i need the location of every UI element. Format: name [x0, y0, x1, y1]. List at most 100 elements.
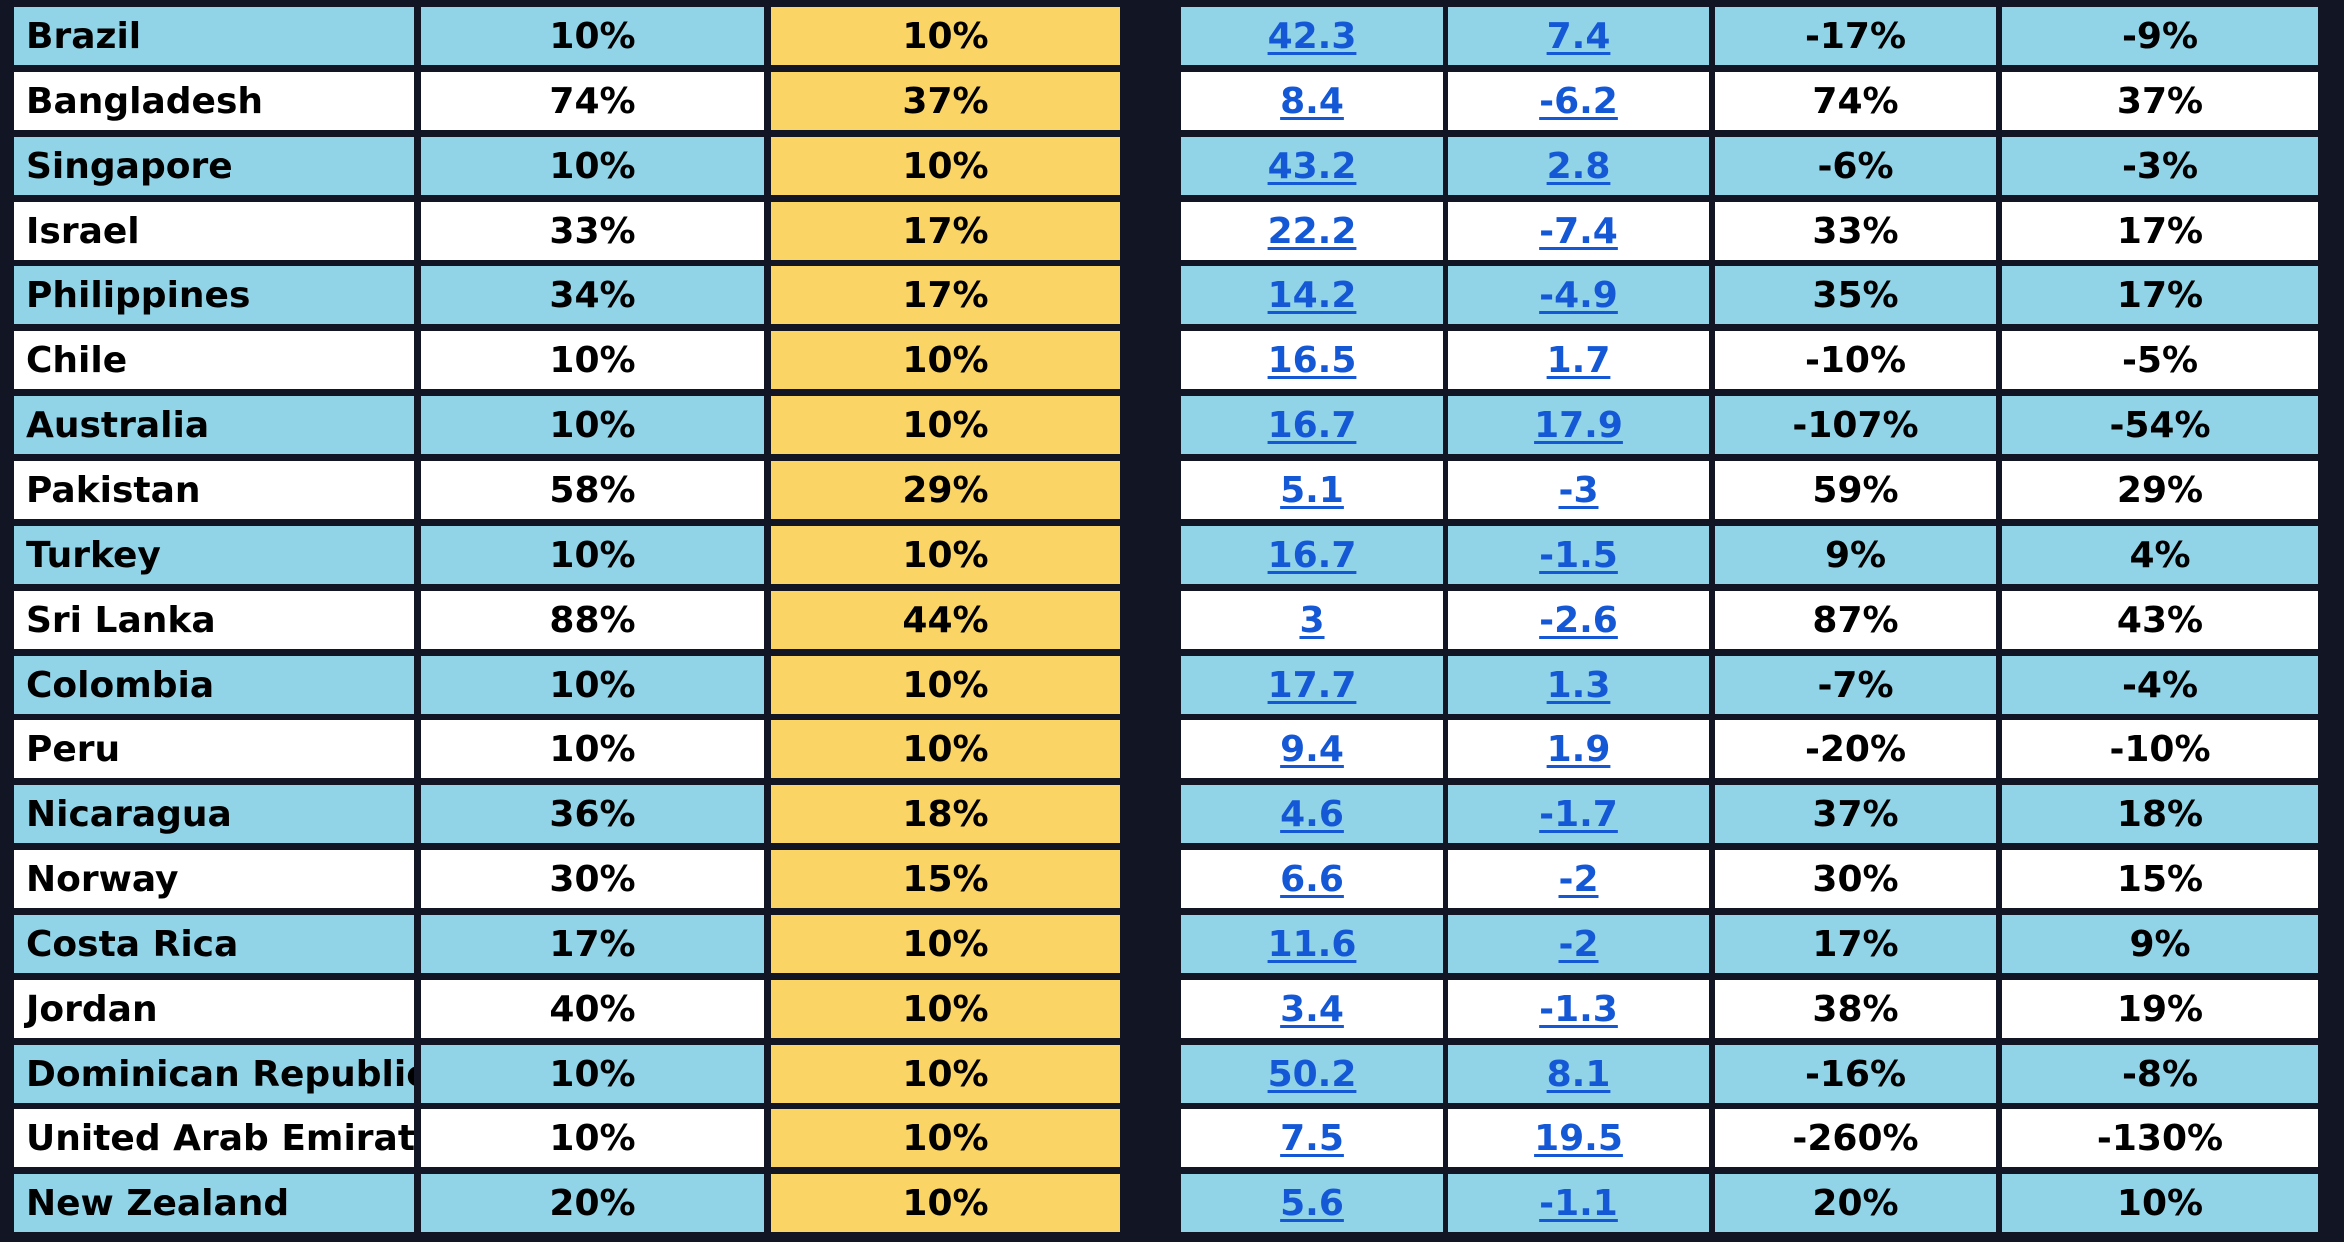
value-link[interactable]: 43.2: [1267, 145, 1357, 187]
value-cell-2: 10%: [771, 980, 1120, 1038]
value-text: 15%: [902, 858, 989, 900]
value-link[interactable]: 4.6: [1280, 793, 1344, 835]
value-link[interactable]: 6.6: [1280, 858, 1344, 900]
value-link[interactable]: -1.3: [1539, 988, 1618, 1030]
value-link[interactable]: 42.3: [1267, 15, 1357, 57]
value-cell-6: 19%: [2002, 980, 2318, 1038]
value-link[interactable]: 11.6: [1267, 923, 1357, 965]
link-cell-3: 3: [1181, 591, 1443, 649]
value-link[interactable]: 17.7: [1267, 664, 1357, 706]
value-link[interactable]: 1.7: [1546, 339, 1611, 381]
value-link[interactable]: -7.4: [1539, 210, 1618, 252]
table-row: Costa Rica 17% 10% 11.6 -2 17% 9%: [0, 915, 2344, 973]
country-label: Turkey: [26, 534, 161, 576]
value-text: -16%: [1804, 1053, 1907, 1095]
value-cell-6: 43%: [2002, 591, 2318, 649]
value-cell-6: -8%: [2002, 1045, 2318, 1103]
value-text: -9%: [2121, 15, 2199, 57]
value-link[interactable]: -1.5: [1539, 534, 1618, 576]
value-link[interactable]: 1.9: [1546, 728, 1611, 770]
value-link[interactable]: 5.6: [1280, 1182, 1344, 1224]
value-cell-2: 10%: [771, 7, 1120, 65]
value-link[interactable]: 16.7: [1267, 404, 1357, 446]
link-cell-3: 8.4: [1181, 72, 1443, 130]
value-cell-1: 10%: [421, 331, 764, 389]
value-text: -130%: [2096, 1117, 2224, 1159]
link-cell-3: 16.5: [1181, 331, 1443, 389]
value-link[interactable]: 17.9: [1534, 404, 1623, 446]
value-text: 4%: [2129, 534, 2191, 576]
value-link[interactable]: -1.1: [1539, 1182, 1618, 1224]
value-link[interactable]: 7.4: [1546, 15, 1611, 57]
value-link[interactable]: 7.5: [1280, 1117, 1344, 1159]
country-label: Singapore: [26, 145, 233, 187]
value-link[interactable]: -2.6: [1539, 599, 1618, 641]
value-link[interactable]: 22.2: [1267, 210, 1357, 252]
table-row: Colombia 10% 10% 17.7 1.3 -7% -4%: [0, 656, 2344, 714]
value-cell-2: 17%: [771, 202, 1120, 260]
value-cell-1: 10%: [421, 137, 764, 195]
table-row: United Arab Emirates 10% 10% 7.5 19.5 -260% -1…: [0, 1109, 2344, 1167]
value-text: 10%: [902, 728, 989, 770]
value-link[interactable]: 16.7: [1267, 534, 1357, 576]
value-link[interactable]: 8.1: [1546, 1053, 1611, 1095]
value-text: 10%: [902, 1182, 989, 1224]
value-link[interactable]: 50.2: [1267, 1053, 1357, 1095]
value-link[interactable]: 19.5: [1534, 1117, 1623, 1159]
value-link[interactable]: 8.4: [1280, 80, 1344, 122]
value-link[interactable]: 3: [1299, 599, 1325, 641]
value-link[interactable]: -4.9: [1539, 274, 1618, 316]
value-link[interactable]: -2: [1558, 858, 1599, 900]
value-link[interactable]: 3.4: [1280, 988, 1344, 1030]
value-cell-6: -5%: [2002, 331, 2318, 389]
value-cell-2: 10%: [771, 526, 1120, 584]
country-cell: Colombia: [14, 656, 414, 714]
link-cell-4: -2: [1448, 915, 1709, 973]
value-link[interactable]: -6.2: [1539, 80, 1618, 122]
value-link[interactable]: -2: [1558, 923, 1599, 965]
link-cell-4: 8.1: [1448, 1045, 1709, 1103]
link-cell-4: -1.5: [1448, 526, 1709, 584]
link-cell-4: -1.3: [1448, 980, 1709, 1038]
value-cell-2: 37%: [771, 72, 1120, 130]
table-row: Norway 30% 15% 6.6 -2 30% 15%: [0, 850, 2344, 908]
value-cell-5: 74%: [1715, 72, 1996, 130]
value-cell-6: 15%: [2002, 850, 2318, 908]
country-label: Australia: [26, 404, 210, 446]
link-cell-3: 5.6: [1181, 1174, 1443, 1232]
country-cell: Costa Rica: [14, 915, 414, 973]
value-cell-5: 38%: [1715, 980, 1996, 1038]
link-cell-3: 17.7: [1181, 656, 1443, 714]
value-text: 44%: [902, 599, 989, 641]
value-link[interactable]: -3: [1558, 469, 1599, 511]
value-link[interactable]: 9.4: [1280, 728, 1344, 770]
value-link[interactable]: 16.5: [1267, 339, 1357, 381]
value-link[interactable]: 2.8: [1546, 145, 1611, 187]
link-cell-4: 19.5: [1448, 1109, 1709, 1167]
value-text: 9%: [2129, 923, 2191, 965]
value-text: -7%: [1817, 664, 1894, 706]
value-cell-2: 10%: [771, 1109, 1120, 1167]
link-cell-4: 1.9: [1448, 720, 1709, 778]
value-cell-2: 10%: [771, 720, 1120, 778]
value-link[interactable]: 14.2: [1267, 274, 1357, 316]
link-cell-3: 3.4: [1181, 980, 1443, 1038]
country-label: Nicaragua: [26, 793, 232, 835]
value-cell-2: 44%: [771, 591, 1120, 649]
link-cell-4: 1.7: [1448, 331, 1709, 389]
value-link[interactable]: 1.3: [1546, 664, 1611, 706]
value-text: 17%: [902, 210, 989, 252]
country-cell: Peru: [14, 720, 414, 778]
value-text: 17%: [2116, 274, 2204, 316]
value-text: 10%: [549, 145, 636, 187]
value-cell-5: -7%: [1715, 656, 1996, 714]
value-text: 38%: [1812, 988, 1899, 1030]
value-text: -17%: [1804, 15, 1907, 57]
value-link[interactable]: -1.7: [1539, 793, 1618, 835]
value-text: 10%: [902, 1117, 989, 1159]
country-label: Colombia: [26, 664, 215, 706]
country-cell: Turkey: [14, 526, 414, 584]
value-text: 18%: [902, 793, 989, 835]
value-link[interactable]: 5.1: [1280, 469, 1344, 511]
